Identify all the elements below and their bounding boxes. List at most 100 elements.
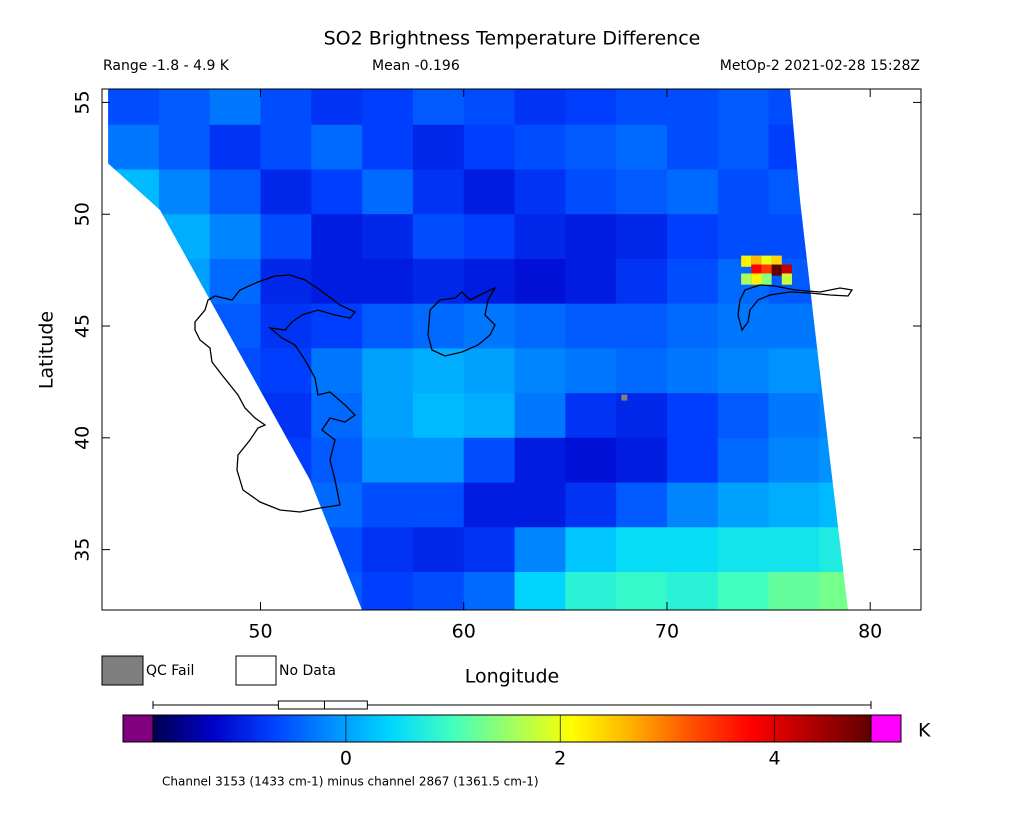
- colorbar-tick-label: 2: [554, 748, 566, 770]
- heat-cell: [565, 258, 617, 305]
- heat-cell: [260, 393, 312, 439]
- heat-cell: [616, 214, 668, 260]
- heat-cell: [362, 214, 414, 260]
- heat-cell: [158, 393, 211, 439]
- heat-cell: [514, 258, 566, 305]
- heat-cell: [565, 571, 617, 610]
- heat-cell: [311, 124, 363, 170]
- caspian-coast: [194, 274, 357, 513]
- heat-cell: [412, 169, 465, 215]
- satellite-label: MetOp-2 2021-02-28 15:28Z: [720, 58, 920, 74]
- heat-cell: [666, 214, 719, 260]
- heat-cell: [768, 89, 820, 126]
- heat-cell: [412, 437, 465, 484]
- heat-cell: [819, 214, 848, 260]
- heat-cell: [463, 214, 516, 260]
- heat-cell: [463, 169, 516, 215]
- heat-cell: [768, 348, 820, 394]
- heat-cell: [209, 437, 262, 484]
- heat-cell: [717, 89, 770, 126]
- heat-cell: [717, 571, 770, 610]
- heat-cell: [768, 169, 820, 215]
- heat-cell: [514, 169, 566, 215]
- heat-cell: [616, 89, 668, 126]
- heat-cell: [412, 124, 465, 170]
- heat-cell: [158, 437, 211, 484]
- heat-cell: [463, 437, 516, 484]
- heat-cell: [209, 258, 262, 305]
- heat-cell: [260, 169, 312, 215]
- heat-cell: [311, 348, 363, 394]
- heat-cell: [768, 571, 820, 610]
- heat-cell: [311, 214, 363, 260]
- heat-cell: [666, 393, 719, 439]
- heat-cell: [463, 527, 516, 573]
- y-tick-label: 45: [72, 314, 94, 338]
- heatmap: [108, 89, 848, 610]
- heat-cell: [717, 482, 770, 528]
- heat-cell: [717, 527, 770, 573]
- heat-cell: [260, 214, 312, 260]
- heat-cell: [311, 169, 363, 215]
- heat-cell: [616, 482, 668, 528]
- heat-cell: [108, 348, 160, 394]
- heat-cell: [565, 214, 617, 260]
- heat-cell: [463, 571, 516, 610]
- heat-cell: [768, 482, 820, 528]
- heat-cell: [565, 482, 617, 528]
- heat-cell: [768, 303, 820, 349]
- heat-cell: [108, 214, 160, 260]
- balkhash-coast: [737, 284, 854, 332]
- hotspot-cell: [781, 273, 792, 285]
- heat-cell: [616, 258, 668, 305]
- heat-cell: [209, 169, 262, 215]
- heat-cell: [514, 89, 566, 126]
- heat-cell: [108, 169, 160, 215]
- y-tick-label: 35: [72, 538, 94, 562]
- heat-cell: [819, 303, 848, 349]
- heat-cell: [362, 482, 414, 528]
- y-axis-label: Latitude: [36, 311, 58, 389]
- colorbar-over: [870, 714, 902, 743]
- heat-cell: [717, 169, 770, 215]
- heat-cell: [819, 169, 848, 215]
- heat-cell: [108, 303, 160, 349]
- heat-cell: [768, 527, 820, 573]
- heat-cell: [819, 89, 848, 126]
- heat-cell: [616, 169, 668, 215]
- qc-fail-cell: [621, 394, 628, 401]
- heat-cell: [412, 482, 465, 528]
- heat-cell: [819, 258, 848, 305]
- qc-fail-swatch: [101, 655, 144, 686]
- heat-cell: [260, 348, 312, 394]
- hotspot-cell: [781, 264, 792, 276]
- colorbar-tick-label: 4: [769, 748, 781, 770]
- hotspot-cell: [761, 264, 772, 276]
- heat-cell: [768, 437, 820, 484]
- heat-cell: [819, 437, 848, 484]
- heat-cell: [565, 437, 617, 484]
- heat-cell: [666, 258, 719, 305]
- x-tick-label: 70: [655, 621, 679, 643]
- heat-cell: [666, 571, 719, 610]
- heat-cell: [108, 89, 160, 126]
- heat-cell: [514, 348, 566, 394]
- heat-cell: [412, 571, 465, 610]
- heat-cell: [819, 571, 848, 610]
- heat-cell: [108, 482, 160, 528]
- heat-cell: [260, 258, 312, 305]
- heat-cell: [362, 124, 414, 170]
- hotspot-cell: [751, 264, 762, 276]
- heat-cell: [514, 393, 566, 439]
- heat-cell: [158, 169, 211, 215]
- heat-cell: [311, 527, 363, 573]
- heat-cell: [565, 89, 617, 126]
- heat-cell: [311, 258, 363, 305]
- heat-cell: [260, 124, 312, 170]
- colorbar: [152, 714, 872, 743]
- no-data-swatch: [235, 655, 277, 686]
- swath: [108, 89, 848, 610]
- heat-cell: [209, 527, 262, 573]
- heat-cell: [717, 348, 770, 394]
- heat-cell: [209, 482, 262, 528]
